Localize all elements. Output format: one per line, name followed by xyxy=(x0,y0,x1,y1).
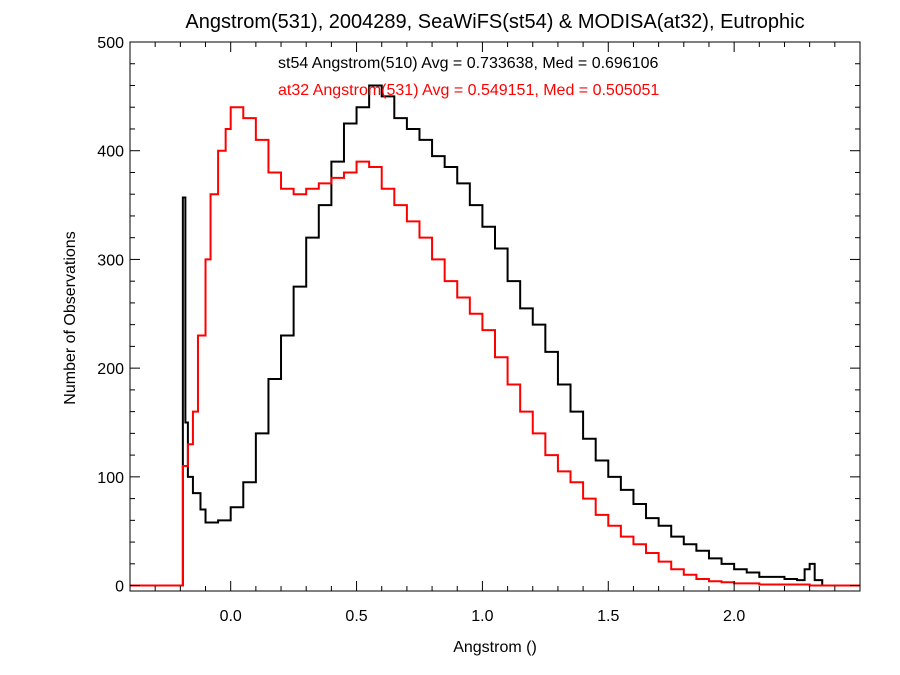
y-axis-label: Number of Observations xyxy=(62,231,79,404)
y-tick-label: 400 xyxy=(97,144,124,161)
y-tick-label: 300 xyxy=(97,252,124,269)
series-line-1 xyxy=(130,106,860,587)
x-tick-label: 2.0 xyxy=(723,608,745,625)
legend-entry-st54: st54 Angstrom(510) Avg = 0.733638, Med =… xyxy=(278,55,659,72)
plot-frame xyxy=(129,41,861,592)
legend-entry-at32: at32 Angstrom(531) Avg = 0.549151, Med =… xyxy=(278,82,659,99)
series-line-0 xyxy=(130,84,860,587)
chart-title: Angstrom(531), 2004289, SeaWiFS(st54) & … xyxy=(185,11,804,33)
y-tick-label: 100 xyxy=(97,470,124,487)
x-axis-label: Angstrom () xyxy=(453,639,537,656)
x-axis-ticks: 0.0 0.5 1.0 1.5 2.0 xyxy=(129,42,836,625)
x-tick-label: 0.5 xyxy=(345,608,367,625)
y-tick-label: 500 xyxy=(97,35,124,52)
series-layer xyxy=(130,84,860,587)
y-axis-ticks: 0 100 200 300 400 500 xyxy=(97,35,860,596)
x-tick-label: 1.0 xyxy=(471,608,493,625)
x-tick-label: 1.5 xyxy=(597,608,619,625)
x-tick-label: 0.0 xyxy=(220,608,242,625)
y-tick-label: 200 xyxy=(97,361,124,378)
y-tick-label: 0 xyxy=(115,579,124,596)
